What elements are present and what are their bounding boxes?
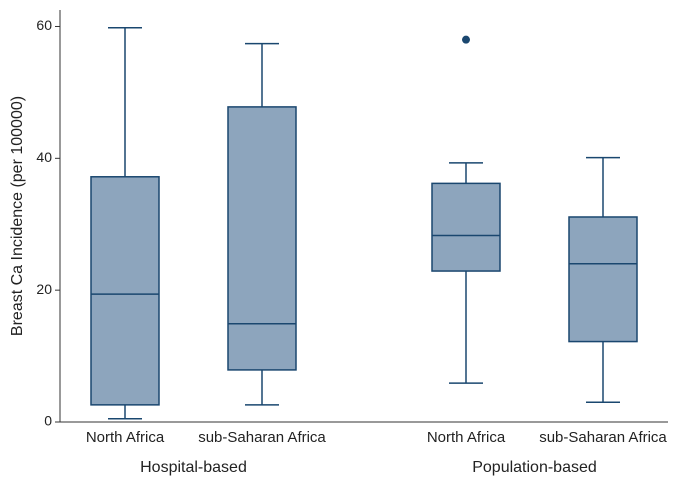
x-tick-label: sub-Saharan Africa xyxy=(539,429,667,446)
box xyxy=(90,176,160,406)
box xyxy=(431,182,501,272)
box xyxy=(227,106,297,371)
x-tick-label: North Africa xyxy=(86,429,165,446)
y-tick-label: 0 xyxy=(44,413,52,429)
y-tick-label: 20 xyxy=(36,281,52,297)
x-tick-label: sub-Saharan Africa xyxy=(198,429,326,446)
outlier xyxy=(462,35,470,44)
group-label: Population-based xyxy=(472,459,597,476)
y-tick-label: 60 xyxy=(36,17,52,33)
group-label: Hospital-based xyxy=(140,459,247,476)
y-tick-label: 40 xyxy=(36,149,52,165)
x-tick-label: North Africa xyxy=(427,429,506,446)
y-axis-label: Breast Ca Incidence (per 100000) xyxy=(9,96,26,336)
box xyxy=(568,216,638,343)
